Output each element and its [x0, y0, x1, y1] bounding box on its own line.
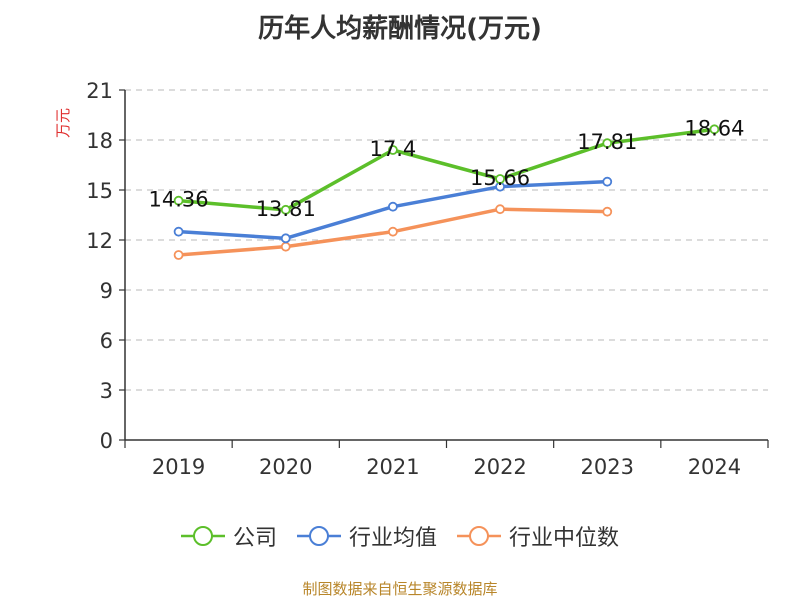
legend-item-2[interactable]: 行业中位数 [457, 520, 619, 552]
x-tick-label-2021: 2021 [366, 455, 419, 479]
data-point-series-1-2020 [280, 233, 291, 244]
y-tick-label-21: 21 [86, 79, 113, 103]
legend-label: 行业中位数 [509, 526, 620, 551]
data-point-series-0-2020 [280, 204, 291, 215]
x-tick-label-2023: 2023 [581, 455, 634, 479]
x-tick-label-2022: 2022 [473, 455, 526, 479]
y-tick-label-3: 3 [100, 379, 113, 403]
x-tick-label-2019: 2019 [152, 455, 205, 479]
data-point-series-2-2019 [173, 250, 184, 260]
data-label-2021: 17.4 [370, 137, 417, 161]
data-point-series-2-2023 [602, 206, 613, 217]
data-point-series-0-2021 [388, 145, 398, 155]
source-note: 制图数据来自恒生聚源数据库 [302, 580, 498, 598]
data-point-series-2-2020 [280, 241, 291, 252]
chart-title: 历年人均薪酬情况(万元) [258, 14, 542, 44]
y-tick-label-18: 18 [86, 129, 113, 153]
data-label-2019: 14.36 [149, 188, 209, 212]
x-tick-label-2020: 2020 [259, 455, 312, 479]
chart-legend: 公司 行业均值 行业中位数 [0, 520, 800, 552]
data-label-2024: 18.64 [684, 116, 744, 140]
data-point-series-2-2021 [388, 226, 398, 237]
data-point-series-1-2021 [388, 201, 398, 212]
legend-item-1[interactable]: 行业均值 [296, 520, 437, 552]
series-line-0 [176, 127, 717, 212]
y-tick-label-12: 12 [86, 229, 113, 253]
legend-swatch-icon [296, 526, 341, 546]
data-point-series-2-2022 [495, 204, 505, 215]
data-label-2020: 13.81 [256, 197, 316, 221]
data-label-2022: 15.66 [470, 166, 530, 190]
data-point-series-0-2024 [709, 124, 720, 135]
legend-label: 行业均值 [348, 526, 437, 551]
legend-swatch-icon [457, 526, 501, 546]
data-point-series-0-2022 [495, 174, 505, 184]
data-point-series-0-2019 [173, 195, 184, 206]
y-tick-label-6: 6 [100, 329, 113, 353]
y-tick-label-9: 9 [100, 279, 113, 303]
data-point-series-1-2023 [602, 176, 613, 187]
y-tick-label-0: 0 [100, 429, 113, 453]
y-axis-title: 万元 [54, 108, 72, 138]
legend-swatch-icon [180, 526, 225, 546]
data-label-2023: 17.81 [577, 130, 637, 154]
x-tick-label-2024: 2024 [688, 455, 741, 479]
legend-label: 公司 [232, 526, 277, 551]
data-point-series-1-2019 [173, 226, 184, 237]
y-tick-label-15: 15 [86, 179, 113, 203]
legend-item-0[interactable]: 公司 [180, 520, 277, 552]
data-point-series-0-2023 [602, 138, 613, 149]
